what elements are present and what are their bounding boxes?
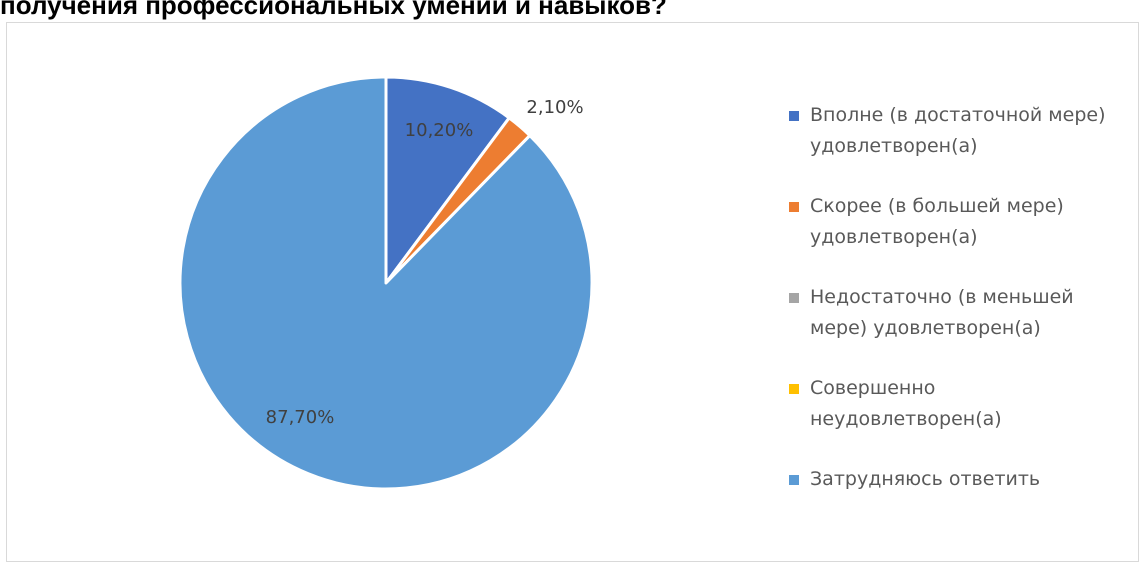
legend-label: Затрудняюсь ответить [810, 468, 1041, 490]
legend-item-nedostatochno: Недостаточно (в меньшей мере) удовлетворе… [789, 282, 1139, 344]
data-label-vpolne: 10,20% [405, 120, 474, 141]
legend-swatch [789, 293, 799, 303]
legend-item-vpolne: Вполне (в достаточной мере) удовлетворен(… [789, 100, 1139, 162]
legend-item-zatrudnyayus: Затрудняюсь ответить [789, 464, 1139, 495]
legend-swatch [789, 384, 799, 394]
pie-slice-vpolne [384, 75, 511, 285]
chart-area: 10,20% 2,10% 87,70% Вполне (в достаточной … [6, 22, 1139, 562]
chart-title: получения профессиональных умений и навы… [0, 0, 667, 20]
legend-swatch [789, 475, 799, 485]
data-label-zatrudnyayus: 87,70% [266, 407, 335, 428]
pie-chart: 10,20% 2,10% 87,70% [178, 75, 594, 491]
legend-label: Скорее (в большей мере) удовлетворен(а) [810, 195, 1064, 248]
legend-swatch [789, 111, 799, 121]
data-label-skoree: 2,10% [526, 97, 583, 118]
legend-item-skoree: Скорее (в большей мере) удовлетворен(а) [789, 191, 1139, 253]
legend-item-sovershenno: Совершенно неудовлетворен(а) [789, 373, 1139, 435]
legend-swatch [789, 202, 799, 212]
legend-label: Вполне (в достаточной мере) удовлетворен(… [810, 104, 1106, 157]
chart-legend: Вполне (в достаточной мере) удовлетворен(… [789, 100, 1139, 524]
legend-label: Совершенно неудовлетворен(а) [810, 377, 1002, 430]
pie-slice-zatrudnyayus [178, 75, 594, 491]
legend-label: Недостаточно (в меньшей мере) удовлетворе… [810, 286, 1074, 339]
